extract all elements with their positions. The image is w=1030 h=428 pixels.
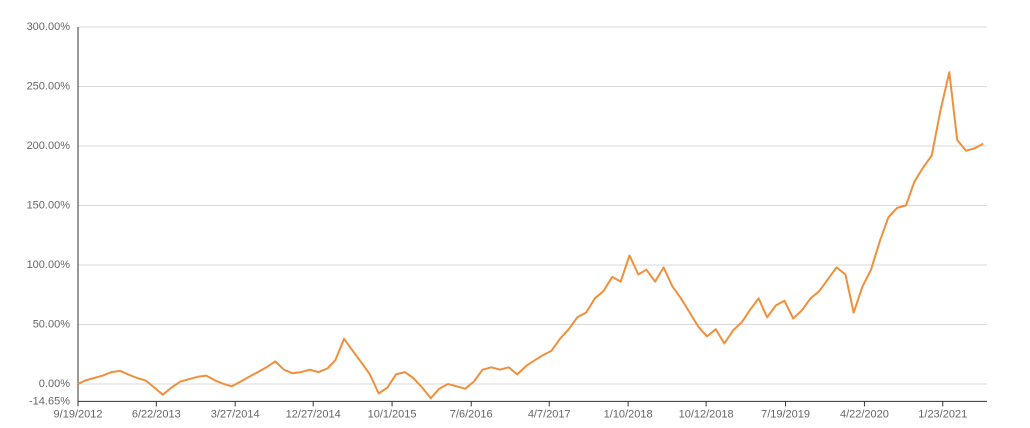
x-tick-label: 4/7/2017: [528, 408, 571, 420]
x-tick-label: 1/23/2021: [918, 408, 967, 420]
x-tick-label: 7/19/2019: [761, 408, 810, 420]
x-tick-label: 6/22/2013: [132, 408, 181, 420]
y-tick-label: 200.00%: [27, 140, 71, 152]
x-tick-label: 9/19/2012: [54, 408, 103, 420]
y-tick-label: 300.00%: [27, 21, 71, 33]
x-tick-label: 10/12/2018: [679, 408, 734, 420]
x-tick-label: 1/10/2018: [604, 408, 653, 420]
x-tick-label: 7/6/2016: [450, 408, 493, 420]
x-tick-label: 4/22/2020: [840, 408, 889, 420]
y-tick-label: 150.00%: [27, 199, 71, 211]
y-tick-label: 0.00%: [39, 378, 70, 390]
y-tick-label: 50.00%: [33, 318, 71, 330]
y-tick-label: -14.65%: [29, 395, 70, 407]
x-tick-label: 3/27/2014: [211, 408, 260, 420]
data-line: [77, 71, 984, 400]
x-tick-label: 12/27/2014: [286, 408, 341, 420]
y-tick-label: 100.00%: [27, 259, 71, 271]
x-tick-label: 10/1/2015: [368, 408, 417, 420]
y-tick-label: 250.00%: [27, 80, 71, 92]
